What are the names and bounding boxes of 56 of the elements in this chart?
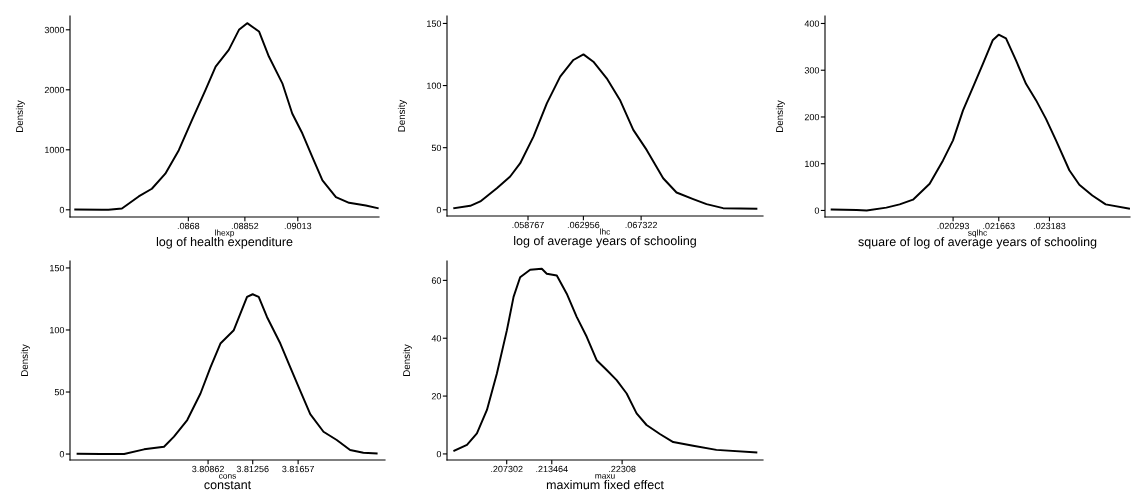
x-tick-label: .020293 [937, 222, 970, 230]
line-series [830, 33, 1130, 212]
line-series [453, 267, 758, 454]
text: constant [204, 480, 252, 490]
x-axis-title: cons [219, 474, 236, 479]
y-tick-label: 0 [59, 206, 65, 214]
x-axis-title: lhexp [215, 229, 235, 238]
y-tick-label: 300 [804, 67, 820, 74]
x-tick-label: .021663 [983, 222, 1015, 230]
x-tick-label: .062956 [567, 221, 600, 229]
x-tick-label: 3.80862 [192, 465, 224, 473]
y-tick-label: 20 [431, 393, 442, 400]
x-tick-label: .22308 [609, 465, 636, 473]
x-tick-label: 3.81657 [282, 465, 314, 473]
y-tick-label: 1000 [45, 146, 65, 154]
y-axis-title: Density [775, 100, 785, 132]
line-series [74, 22, 379, 211]
y-axis-title: Density [402, 344, 412, 376]
y-tick-label: 150 [50, 264, 65, 272]
text: log of average years of schooling [514, 236, 696, 248]
y-tick-label: 2000 [44, 86, 65, 94]
x-tick-label: .058767 [512, 221, 544, 229]
y-tick-label: 100 [805, 160, 820, 168]
y-tick-label: 150 [427, 20, 442, 27]
x-axis-title: sqlhc [968, 229, 988, 238]
x-tick-label: .0868 [177, 222, 200, 230]
y-tick-label: 100 [50, 326, 65, 334]
y-tick-label: 50 [431, 144, 442, 152]
text: log of health expenditure [156, 237, 293, 249]
y-axis-title: Density [397, 99, 407, 132]
line-series [76, 293, 378, 456]
y-tick-label: 3000 [44, 26, 65, 34]
text: square of log of average years of schooling [858, 237, 1097, 249]
y-axis-title: Density [20, 344, 30, 376]
y-tick-label: 400 [804, 20, 820, 27]
x-tick-label: 3.81256 [236, 465, 269, 473]
x-tick-label: .09013 [284, 222, 312, 230]
x-tick-label: .08852 [231, 222, 259, 230]
y-tick-label: 0 [814, 207, 820, 214]
x-tick-label: .023183 [1033, 222, 1066, 230]
text: maximum fixed effect [546, 480, 664, 490]
y-tick-label: 60 [431, 277, 442, 284]
x-tick-label: .213464 [536, 465, 568, 473]
line-series [453, 53, 758, 210]
x-axis-title: maxu [595, 474, 615, 479]
y-tick-label: 0 [436, 450, 442, 458]
y-tick-label: 100 [427, 82, 442, 89]
y-axis-title: Density [15, 100, 25, 132]
y-tick-label: 50 [54, 388, 65, 396]
x-tick-label: .207302 [491, 465, 523, 473]
y-tick-label: 200 [804, 113, 820, 121]
x-axis-title: lhc [600, 228, 611, 235]
x-tick-label: .067322 [625, 221, 657, 229]
y-tick-label: 0 [59, 451, 65, 458]
y-tick-label: 0 [436, 206, 442, 214]
y-tick-label: 40 [431, 335, 442, 342]
